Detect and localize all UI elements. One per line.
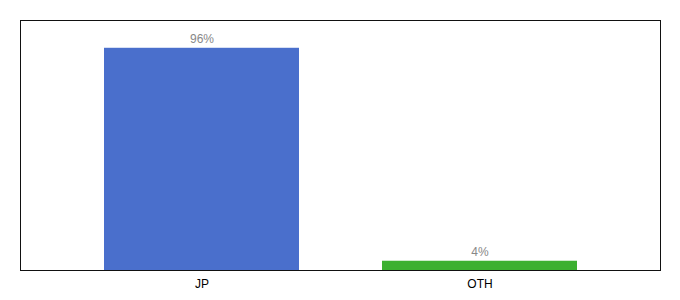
svg-text:96%: 96% bbox=[190, 32, 214, 46]
svg-text:4%: 4% bbox=[471, 245, 489, 259]
svg-text:OTH: OTH bbox=[467, 277, 492, 291]
svg-text:JP: JP bbox=[195, 277, 209, 291]
